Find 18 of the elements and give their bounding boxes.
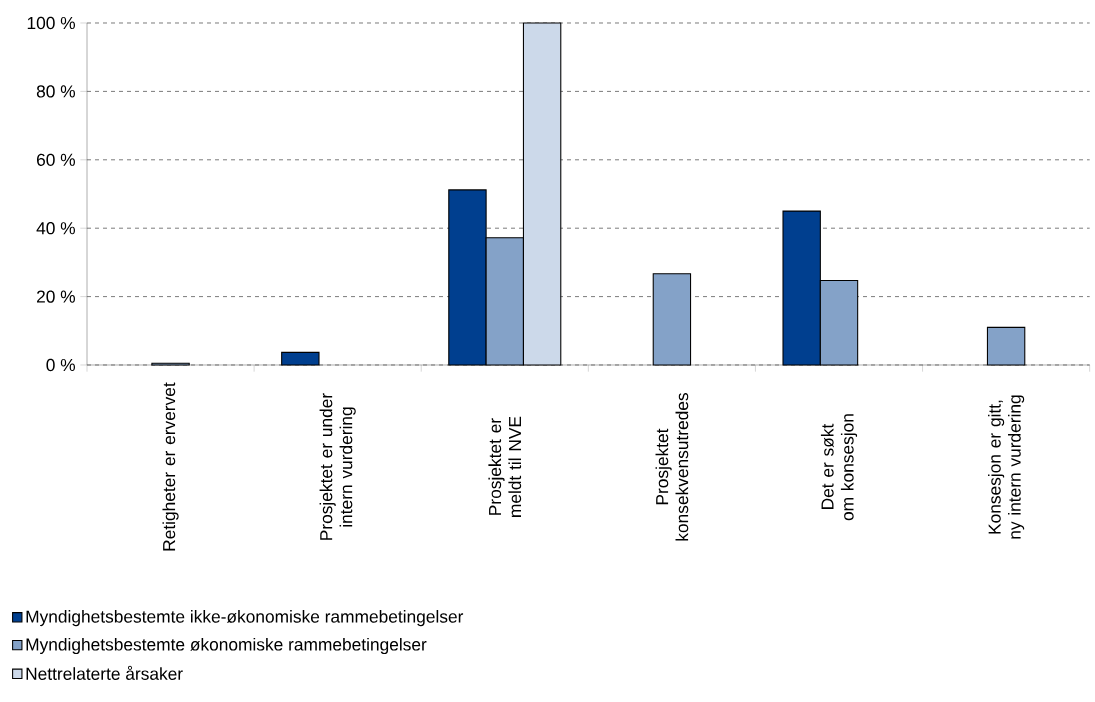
y-tick-label: 80 % [36,85,75,98]
x-tick-label: Det er søkt om konsesjon [820,414,858,521]
bar [986,326,1026,366]
x-tick-label: Prosjektet er meldt til NVE [488,416,522,517]
bar [281,351,320,366]
legend-label: Myndighetsbestemte ikke-økonomiske rammebetingelser [26,609,464,627]
x-tick-label: Prosjektet er under intern vurdering [319,393,356,540]
legend-label: Myndighetsbestemte økonomiske rammebetingelser [26,637,427,655]
x-tick-label: Konsesjon er gitt, ny intern vurdering [988,395,1025,539]
y-tick-label: 60 % [37,153,75,166]
y-tick-label: 100 % [27,16,75,30]
y-tick-label: 0 % [46,358,76,372]
bar [652,273,692,366]
y-tick-label: 20 % [37,290,75,303]
x-tick-label: Prosjektet konsekvensutredes [655,393,689,541]
legend-label: Nettrelaterte årsaker [26,665,183,680]
x-tick-label: Retigheter er ervervet [162,382,179,551]
y-tick-label: 40 % [36,222,75,235]
